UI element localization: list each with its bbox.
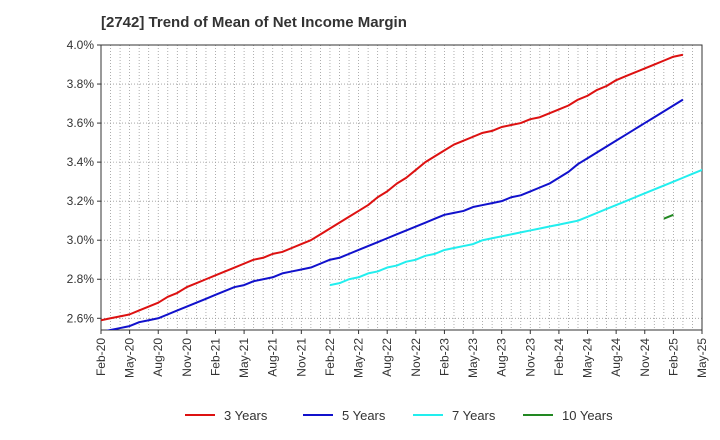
x-tick-label: Feb-23 — [437, 338, 451, 376]
legend-label: 3 Years — [224, 408, 268, 423]
x-tick-label: Feb-24 — [552, 338, 566, 376]
y-tick-label: 3.0% — [67, 233, 95, 247]
x-tick-label: Aug-20 — [151, 338, 165, 377]
x-tick-label: Nov-20 — [180, 338, 194, 377]
y-tick-label: 3.2% — [67, 194, 95, 208]
x-tick-label: Nov-22 — [409, 338, 423, 377]
y-tick-label: 3.8% — [67, 77, 95, 91]
x-tick-label: May-21 — [237, 338, 251, 378]
series-line-3-years — [101, 53, 684, 322]
series-line-7-years — [329, 168, 702, 287]
y-tick-label: 3.6% — [67, 116, 95, 130]
x-tick-label: Aug-21 — [266, 338, 280, 377]
y-tick-label: 2.8% — [67, 272, 95, 286]
x-tick-label: May-23 — [466, 338, 480, 378]
x-tick-label: Aug-22 — [380, 338, 394, 377]
chart-title: [2742] Trend of Mean of Net Income Margi… — [101, 14, 407, 31]
y-tick-label: 2.6% — [67, 311, 95, 325]
x-tick-label: Nov-23 — [523, 338, 537, 377]
y-tick-label: 4.0% — [67, 38, 95, 52]
x-tick-label: Feb-22 — [323, 338, 337, 376]
x-tick-label: Aug-23 — [495, 338, 509, 377]
x-tick-label: Feb-20 — [94, 338, 108, 376]
legend-label: 10 Years — [562, 408, 613, 423]
y-tick-label: 3.4% — [67, 155, 95, 169]
x-tick-label: May-24 — [581, 338, 595, 378]
x-tick-label: Feb-21 — [208, 338, 222, 376]
x-tick-label: Aug-24 — [609, 338, 623, 377]
plot-border — [100, 44, 703, 331]
x-tick-label: Feb-25 — [666, 338, 680, 376]
x-tick-label: May-25 — [695, 338, 709, 378]
x-tick-label: Nov-24 — [638, 338, 652, 377]
x-tick-label: May-20 — [123, 338, 137, 378]
legend-label: 5 Years — [342, 408, 386, 423]
series-line-10-years — [663, 213, 674, 220]
x-tick-label: Nov-21 — [294, 338, 308, 377]
legend-label: 7 Years — [452, 408, 496, 423]
x-tick-label: May-22 — [352, 338, 366, 378]
series-line-5-years — [105, 98, 684, 330]
